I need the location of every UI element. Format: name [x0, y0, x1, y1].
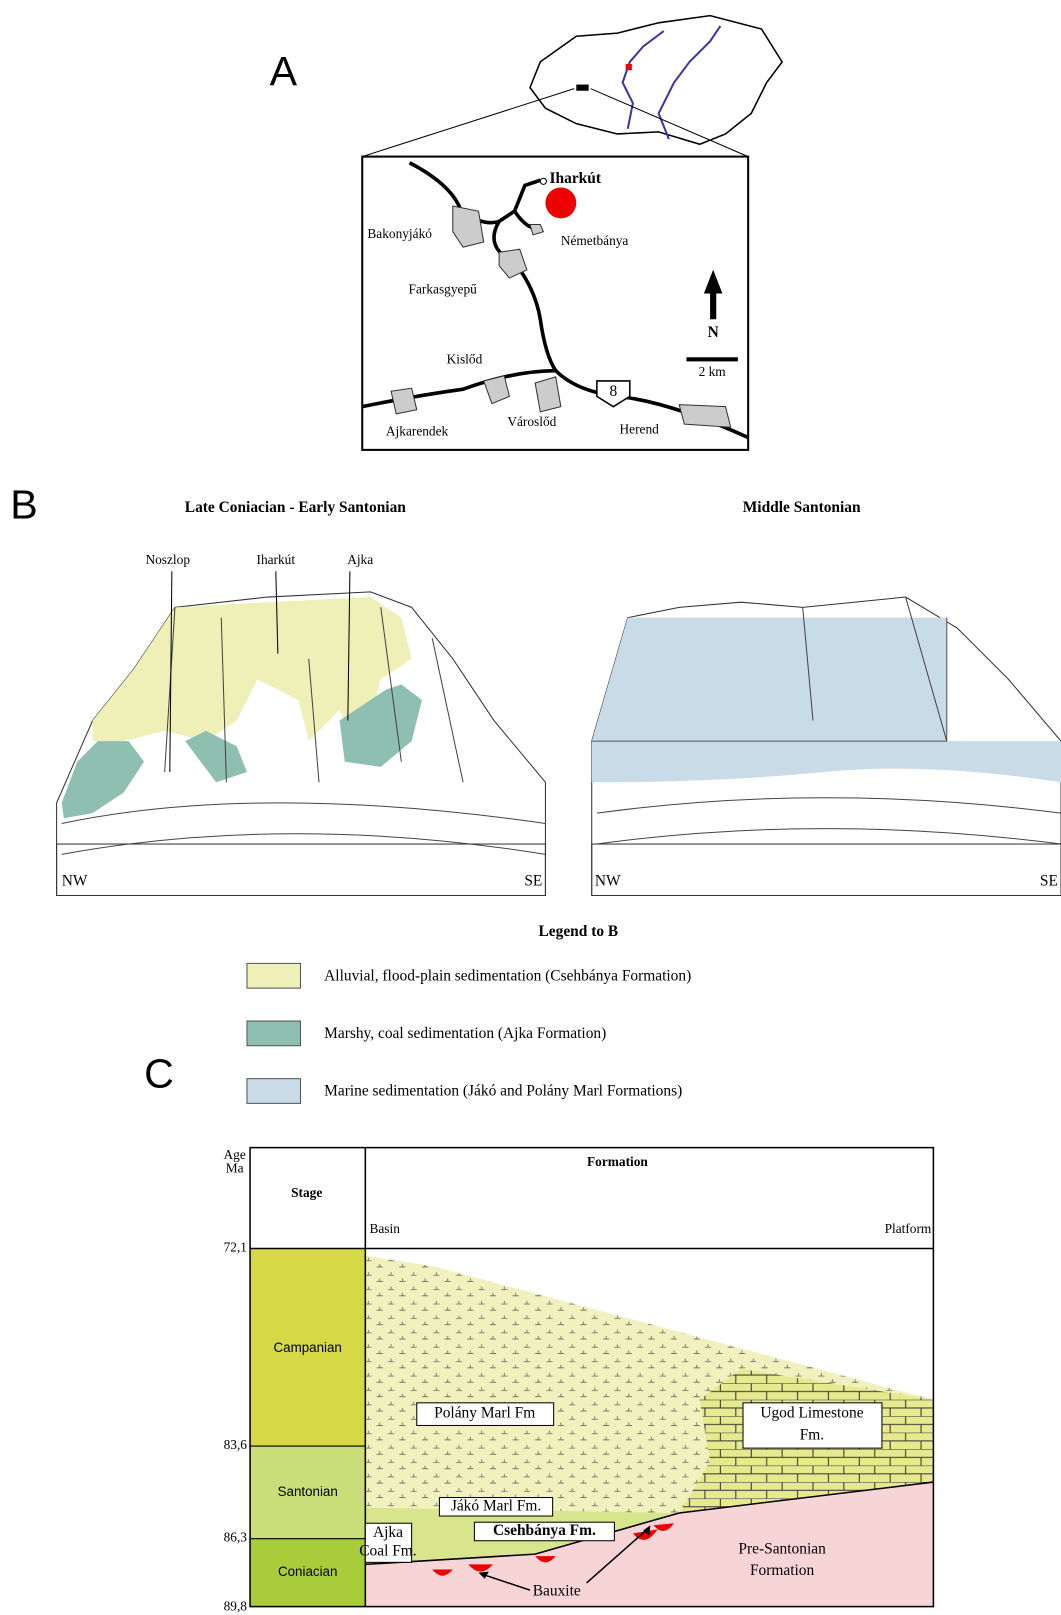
scale-label: 2 km [699, 364, 727, 379]
unit-label: Bauxite [533, 1583, 581, 1600]
place-label: Bakonyjákó [367, 226, 432, 241]
panel-title: Middle Santonian [743, 499, 861, 516]
panel-label: C [144, 1050, 174, 1096]
site-label: Iharkút [257, 552, 296, 567]
direction-label: SE [1040, 873, 1058, 890]
unit-label: Jákó Marl Fm. [451, 1497, 541, 1514]
direction-label: NW [62, 873, 88, 890]
place-label: Herend [620, 421, 660, 436]
stage-label: Coniacian [278, 1564, 337, 1579]
place-label: Városlőd [507, 414, 556, 429]
panel-label: A [270, 48, 298, 94]
country-outline [530, 16, 782, 145]
direction-label: SE [524, 873, 542, 890]
legend-label: Alluvial, flood-plain sedimentation (Cse… [324, 967, 691, 984]
column-header: Formation [587, 1154, 648, 1169]
legend-swatch [247, 1079, 301, 1104]
age-label: 86,3 [224, 1530, 248, 1545]
site-marker [545, 187, 576, 218]
column-header: Stage [291, 1185, 322, 1200]
age-label: 72,1 [224, 1240, 247, 1255]
unit-label: Ajka [373, 1524, 403, 1541]
legend-swatch [247, 1021, 301, 1046]
unit-label: Csehbánya Fm. [493, 1522, 596, 1539]
panel-title: Late Coniacian - Early Santonian [185, 499, 406, 516]
north-label: N [708, 324, 719, 341]
unit-label: Ugod Limestone [760, 1405, 863, 1422]
road-number: 8 [609, 383, 617, 400]
place-label: Ajkarendek [386, 423, 449, 438]
place-label: Iharkút [550, 170, 602, 187]
city-marker [626, 64, 632, 70]
panel-label: B [10, 481, 37, 527]
legend-title: Legend to B [539, 923, 619, 940]
zoom-line [362, 89, 574, 157]
legend-swatch [247, 963, 301, 988]
age-label: 89,8 [224, 1599, 248, 1614]
column-subheader: Platform [885, 1221, 932, 1236]
direction-label: NW [595, 873, 621, 890]
figure: A Iharkút Bakonyjákó Németbánya Farkasgy… [0, 0, 1061, 1615]
place-label: Németbánya [561, 233, 629, 248]
unit-label: Pre-Santonian [738, 1541, 826, 1558]
stage-label: Campanian [274, 1340, 342, 1355]
age-header: Ma [226, 1160, 244, 1175]
unit-label: Polány Marl Fm [434, 1405, 535, 1422]
legend-label: Marshy, coal sedimentation (Ajka Formati… [324, 1025, 606, 1042]
stage-label: Santonian [278, 1484, 338, 1499]
column-subheader: Basin [369, 1221, 400, 1236]
place-label: Farkasgyepű [409, 281, 478, 296]
scale-bar [686, 357, 737, 361]
legend-label: Marine sedimentation (Jákó and Polány Ma… [324, 1083, 682, 1100]
site-label: Noszlop [145, 552, 190, 567]
age-label: 83,6 [224, 1437, 248, 1452]
place-label: Kislőd [447, 351, 483, 366]
site-label: Ajka [347, 552, 373, 567]
area-marker [576, 85, 588, 91]
unit-label: Fm. [800, 1426, 824, 1443]
site-point [540, 178, 546, 184]
page: {"panel_a": {"label": "A", "map": {"plac… [0, 0, 1061, 1615]
unit-label: Formation [750, 1562, 815, 1579]
unit-label: Coal Fm. [359, 1543, 416, 1560]
